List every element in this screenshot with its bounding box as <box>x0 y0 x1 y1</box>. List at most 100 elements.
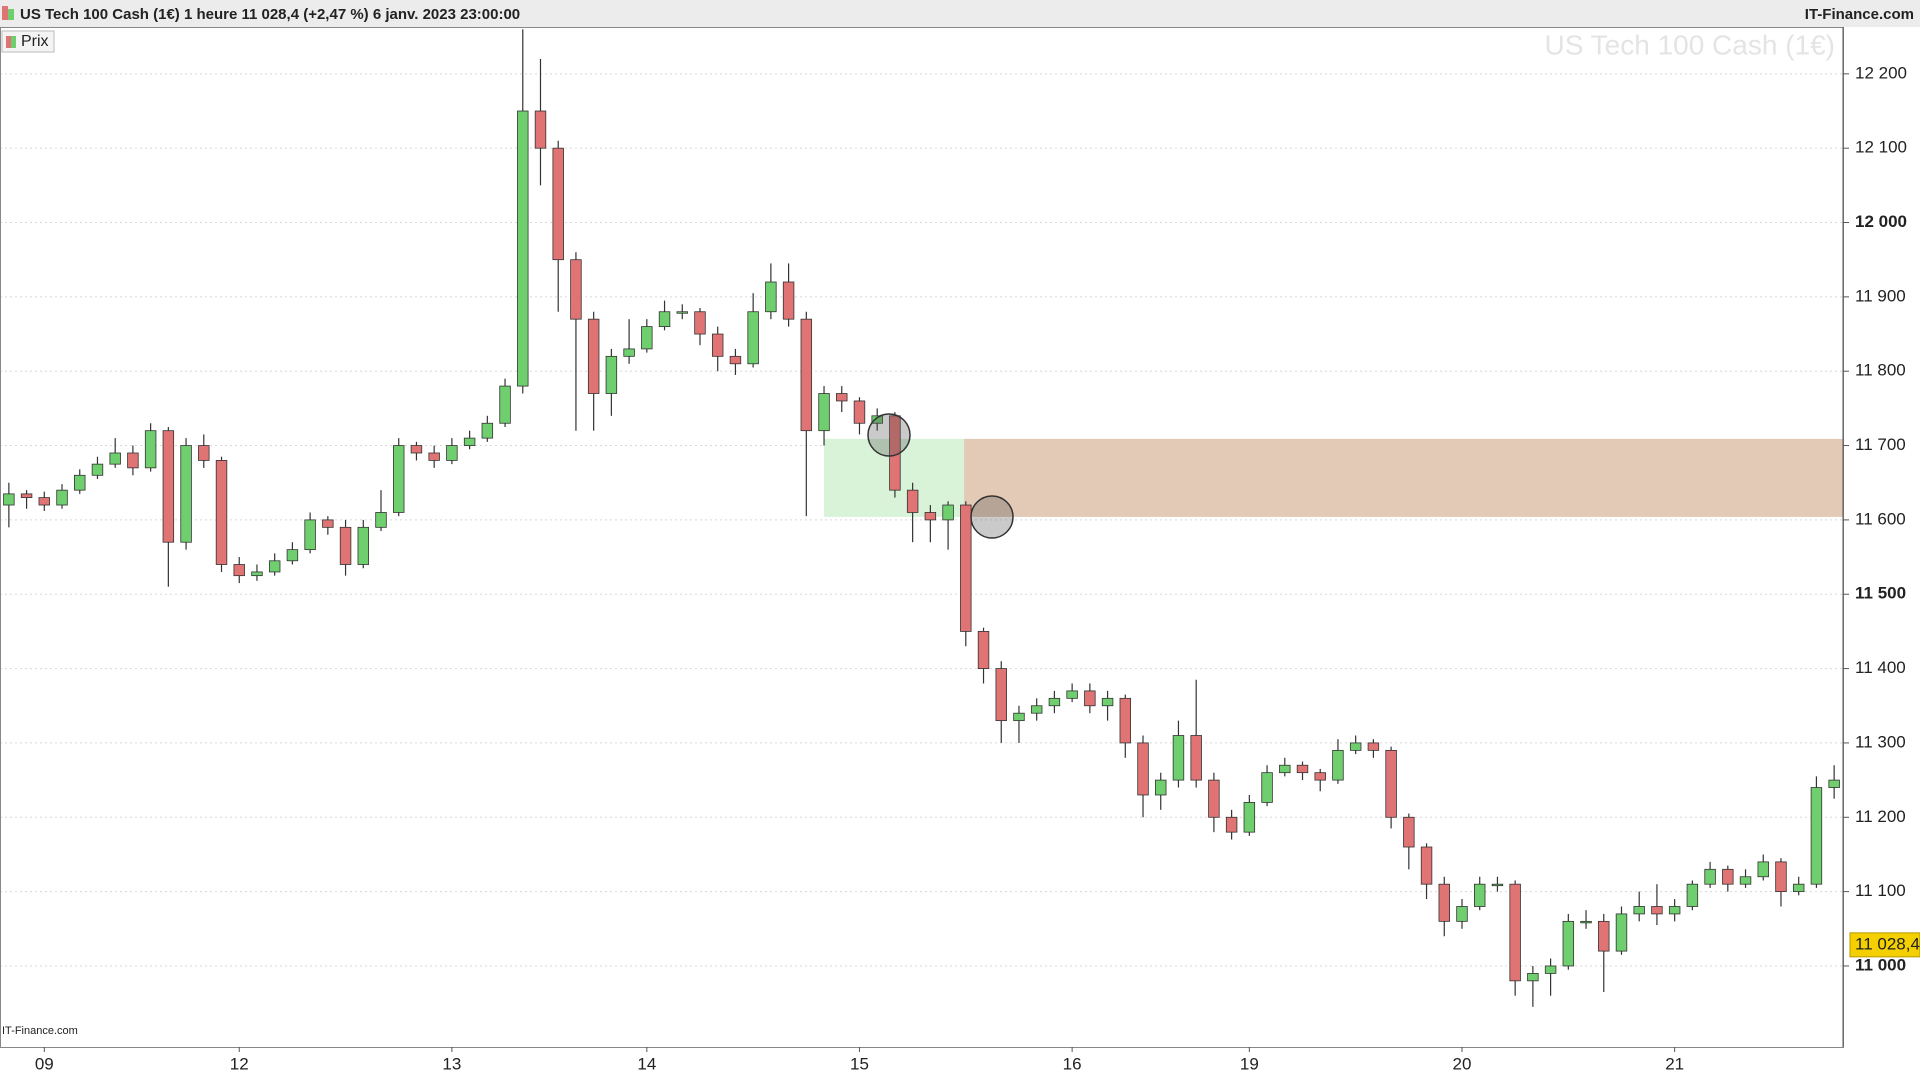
candle-body <box>1172 735 1185 781</box>
candle-body <box>357 526 370 565</box>
candle-body <box>1792 883 1805 893</box>
y-tick-label: 11 900 <box>1855 286 1906 305</box>
candle-body <box>1828 779 1840 788</box>
candle-body <box>534 110 547 149</box>
header-icon <box>8 9 14 20</box>
y-tick-label: 12 100 <box>1855 138 1907 157</box>
y-tick-label: 11 200 <box>1855 807 1906 826</box>
candle-body <box>1048 697 1061 707</box>
candle-body <box>322 519 334 528</box>
candle-body <box>782 281 795 320</box>
candle-body <box>1810 787 1823 885</box>
candle-body <box>924 512 937 521</box>
y-tick-label: 11 600 <box>1855 509 1906 528</box>
candle-body <box>428 452 440 461</box>
candle-body <box>587 318 600 394</box>
candle-body <box>20 493 33 498</box>
y-tick-label: 11 100 <box>1855 881 1906 900</box>
candle-body <box>74 474 86 491</box>
candle-body <box>1775 861 1787 893</box>
candle-body <box>818 393 830 432</box>
candle-body <box>38 497 51 506</box>
x-tick-label: 16 <box>1063 1054 1082 1073</box>
candle-body <box>304 519 316 551</box>
candle-body <box>251 571 263 577</box>
candle-body <box>1757 861 1769 878</box>
y-tick-label: 11 400 <box>1855 658 1906 677</box>
candle-body <box>1722 868 1734 885</box>
candle-body <box>1332 749 1344 781</box>
candle-body <box>623 348 635 357</box>
marker-circle <box>970 495 1014 539</box>
candle-body <box>127 452 139 469</box>
y-tick-label: 11 800 <box>1855 361 1906 380</box>
candle-body <box>694 311 706 335</box>
credit: IT-Finance.com <box>2 1025 78 1037</box>
candle-body <box>1615 913 1628 952</box>
candle-body <box>91 463 104 476</box>
candle-body <box>1296 764 1309 774</box>
candle-body <box>836 393 848 402</box>
marker-circle <box>867 413 911 457</box>
y-tick-label: 12 000 <box>1855 212 1907 231</box>
candle-body <box>1225 816 1238 833</box>
candle-body <box>1279 764 1291 774</box>
candle-body <box>676 311 688 314</box>
candle-body <box>1101 697 1114 707</box>
candle-body <box>1544 965 1557 974</box>
x-tick-label: 12 <box>230 1054 249 1073</box>
candle-body <box>233 564 245 577</box>
candle-body <box>268 560 281 573</box>
plot-area <box>0 29 1843 1007</box>
candle-body <box>499 385 511 424</box>
last-price-label: 11 028,4 <box>1855 934 1920 953</box>
candle-body <box>942 504 954 521</box>
candle-body <box>1119 697 1132 744</box>
candle-body <box>56 489 68 506</box>
candle-body <box>1686 883 1699 907</box>
candle-body <box>658 311 671 328</box>
candle-body <box>410 445 423 454</box>
legend-icon <box>11 36 16 48</box>
candle-body <box>853 400 866 424</box>
candle-body <box>1385 749 1397 818</box>
candle-body <box>552 147 564 261</box>
candle-body <box>1704 868 1716 885</box>
candle-body <box>1562 920 1575 967</box>
candle-body <box>641 326 653 350</box>
candle-body <box>871 415 883 424</box>
legend-icon <box>6 36 11 48</box>
candle-body <box>1314 772 1326 781</box>
y-tick-label: 12 200 <box>1855 63 1907 82</box>
candle-body <box>446 445 458 461</box>
candle-body <box>198 445 210 461</box>
candle-body <box>1349 742 1362 751</box>
x-tick-label: 19 <box>1240 1054 1259 1073</box>
y-tick-label: 11 700 <box>1855 435 1906 454</box>
candle-body <box>711 333 724 357</box>
candle-body <box>1651 906 1663 915</box>
candle-body <box>1243 802 1256 833</box>
candle-body <box>800 318 813 432</box>
x-tick-label: 20 <box>1453 1054 1472 1073</box>
candle-body <box>1438 883 1450 922</box>
candle-body <box>162 430 175 543</box>
candle-body <box>1739 876 1752 885</box>
candle-body <box>747 311 759 365</box>
candle-body <box>1403 816 1415 848</box>
candle-body <box>215 460 228 565</box>
candle-body <box>729 355 742 365</box>
y-tick-label: 11 500 <box>1855 584 1906 603</box>
candle-body <box>995 668 1007 722</box>
candle-body <box>1137 742 1149 796</box>
candle-body <box>339 526 352 565</box>
x-tick-label: 14 <box>637 1054 656 1073</box>
candle-body <box>286 549 299 562</box>
candle-body <box>1580 920 1592 924</box>
y-tick-label: 11 300 <box>1855 732 1906 751</box>
x-tick-label: 09 <box>35 1054 54 1073</box>
last-price-box <box>1849 932 1920 958</box>
header-bar <box>0 0 1920 27</box>
candle-body <box>375 512 387 528</box>
